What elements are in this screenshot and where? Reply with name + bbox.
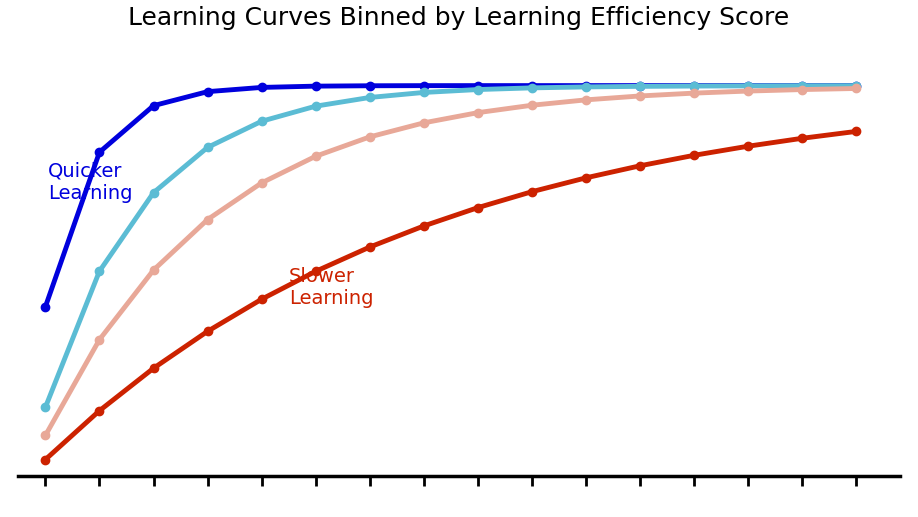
Text: Quicker
Learning: Quicker Learning xyxy=(48,162,132,203)
Title: Learning Curves Binned by Learning Efficiency Score: Learning Curves Binned by Learning Effic… xyxy=(129,6,789,29)
Text: Slower
Learning: Slower Learning xyxy=(288,267,374,308)
